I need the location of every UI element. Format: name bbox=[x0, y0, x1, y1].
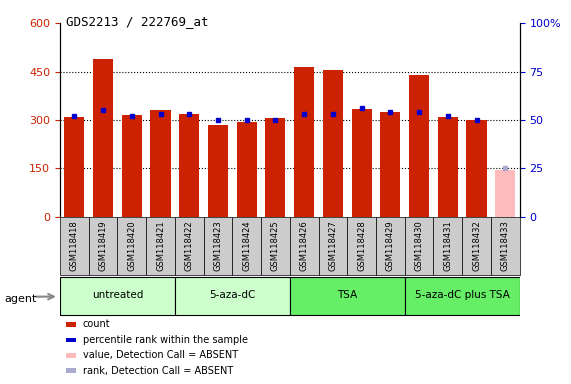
Text: GSM118426: GSM118426 bbox=[300, 220, 309, 271]
Bar bbox=[380, 112, 400, 217]
Bar bbox=[294, 67, 314, 217]
Text: value, Detection Call = ABSENT: value, Detection Call = ABSENT bbox=[83, 350, 238, 360]
Bar bbox=[491, 217, 520, 275]
Text: GSM118418: GSM118418 bbox=[70, 220, 79, 271]
Bar bbox=[319, 217, 347, 275]
Text: 5-aza-dC: 5-aza-dC bbox=[209, 290, 255, 300]
Bar bbox=[347, 217, 376, 275]
Bar bbox=[409, 75, 429, 217]
Text: GSM118423: GSM118423 bbox=[214, 220, 223, 271]
Text: GSM118432: GSM118432 bbox=[472, 220, 481, 271]
Text: GSM118424: GSM118424 bbox=[242, 220, 251, 271]
Text: percentile rank within the sample: percentile rank within the sample bbox=[83, 335, 248, 345]
Bar bbox=[179, 114, 199, 217]
Bar bbox=[261, 217, 289, 275]
Bar bbox=[122, 115, 142, 217]
Text: GSM118427: GSM118427 bbox=[328, 220, 337, 271]
Bar bbox=[323, 70, 343, 217]
Text: agent: agent bbox=[5, 294, 37, 304]
Text: GSM118428: GSM118428 bbox=[357, 220, 366, 271]
Bar bbox=[290, 276, 405, 315]
Bar bbox=[438, 117, 458, 217]
Text: rank, Detection Call = ABSENT: rank, Detection Call = ABSENT bbox=[83, 366, 233, 376]
Bar bbox=[175, 217, 204, 275]
Bar bbox=[266, 118, 286, 217]
Bar bbox=[118, 217, 146, 275]
Bar bbox=[150, 110, 171, 217]
Bar bbox=[433, 217, 462, 275]
Bar bbox=[232, 217, 261, 275]
Text: GSM118420: GSM118420 bbox=[127, 220, 136, 271]
Bar bbox=[60, 217, 89, 275]
Bar bbox=[376, 217, 405, 275]
Bar bbox=[208, 125, 228, 217]
Text: GDS2213 / 222769_at: GDS2213 / 222769_at bbox=[66, 15, 208, 28]
Bar bbox=[65, 117, 85, 217]
Text: TSA: TSA bbox=[337, 290, 357, 300]
Text: GSM118421: GSM118421 bbox=[156, 220, 165, 271]
Bar bbox=[204, 217, 232, 275]
Bar bbox=[236, 122, 257, 217]
Bar bbox=[462, 217, 491, 275]
Text: GSM118430: GSM118430 bbox=[415, 220, 424, 271]
Bar bbox=[290, 217, 319, 275]
Bar bbox=[405, 217, 433, 275]
Bar bbox=[352, 109, 372, 217]
Bar bbox=[93, 59, 113, 217]
Text: GSM118425: GSM118425 bbox=[271, 220, 280, 271]
Text: 5-aza-dC plus TSA: 5-aza-dC plus TSA bbox=[415, 290, 509, 300]
Bar bbox=[146, 217, 175, 275]
Text: GSM118419: GSM118419 bbox=[99, 220, 107, 271]
Bar bbox=[89, 217, 118, 275]
Bar bbox=[467, 120, 486, 217]
Bar bbox=[405, 276, 520, 315]
Text: GSM118431: GSM118431 bbox=[443, 220, 452, 271]
Text: GSM118433: GSM118433 bbox=[501, 220, 510, 271]
Bar bbox=[175, 276, 290, 315]
Text: untreated: untreated bbox=[92, 290, 143, 300]
Text: GSM118429: GSM118429 bbox=[386, 220, 395, 271]
Bar bbox=[495, 170, 515, 217]
Text: count: count bbox=[83, 319, 110, 329]
Text: GSM118422: GSM118422 bbox=[185, 220, 194, 271]
Bar bbox=[60, 276, 175, 315]
